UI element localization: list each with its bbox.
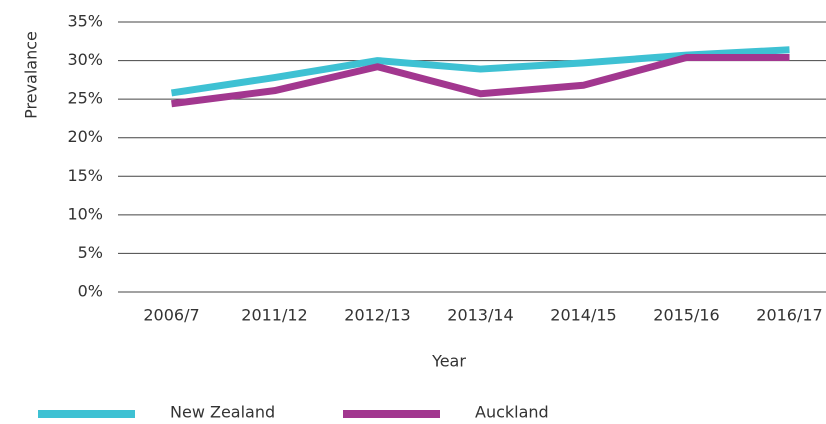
y-tick-label: 20% — [67, 127, 103, 146]
y-tick-label: 25% — [67, 89, 103, 108]
x-tick-label: 2011/12 — [241, 306, 307, 325]
y-axis-label: Prevalance — [22, 31, 41, 119]
x-tick-label: 2014/15 — [550, 306, 616, 325]
x-tick-label: 2016/17 — [756, 306, 822, 325]
x-tick-label: 2015/16 — [653, 306, 719, 325]
y-tick-label: 15% — [67, 166, 103, 185]
legend-label: Auckland — [475, 403, 549, 422]
series-line — [171, 53, 790, 108]
x-tick-label: 2006/7 — [143, 306, 199, 325]
y-tick-label: 10% — [67, 204, 103, 223]
y-tick-label: 30% — [67, 50, 103, 69]
y-tick-label: 5% — [78, 243, 103, 262]
x-tick-label: 2012/13 — [344, 306, 410, 325]
x-tick-label: 2013/14 — [447, 306, 513, 325]
y-tick-label: 0% — [78, 282, 103, 301]
x-axis-label: Year — [431, 352, 466, 371]
legend-label: New Zealand — [170, 403, 275, 422]
y-tick-label: 35% — [67, 12, 103, 31]
